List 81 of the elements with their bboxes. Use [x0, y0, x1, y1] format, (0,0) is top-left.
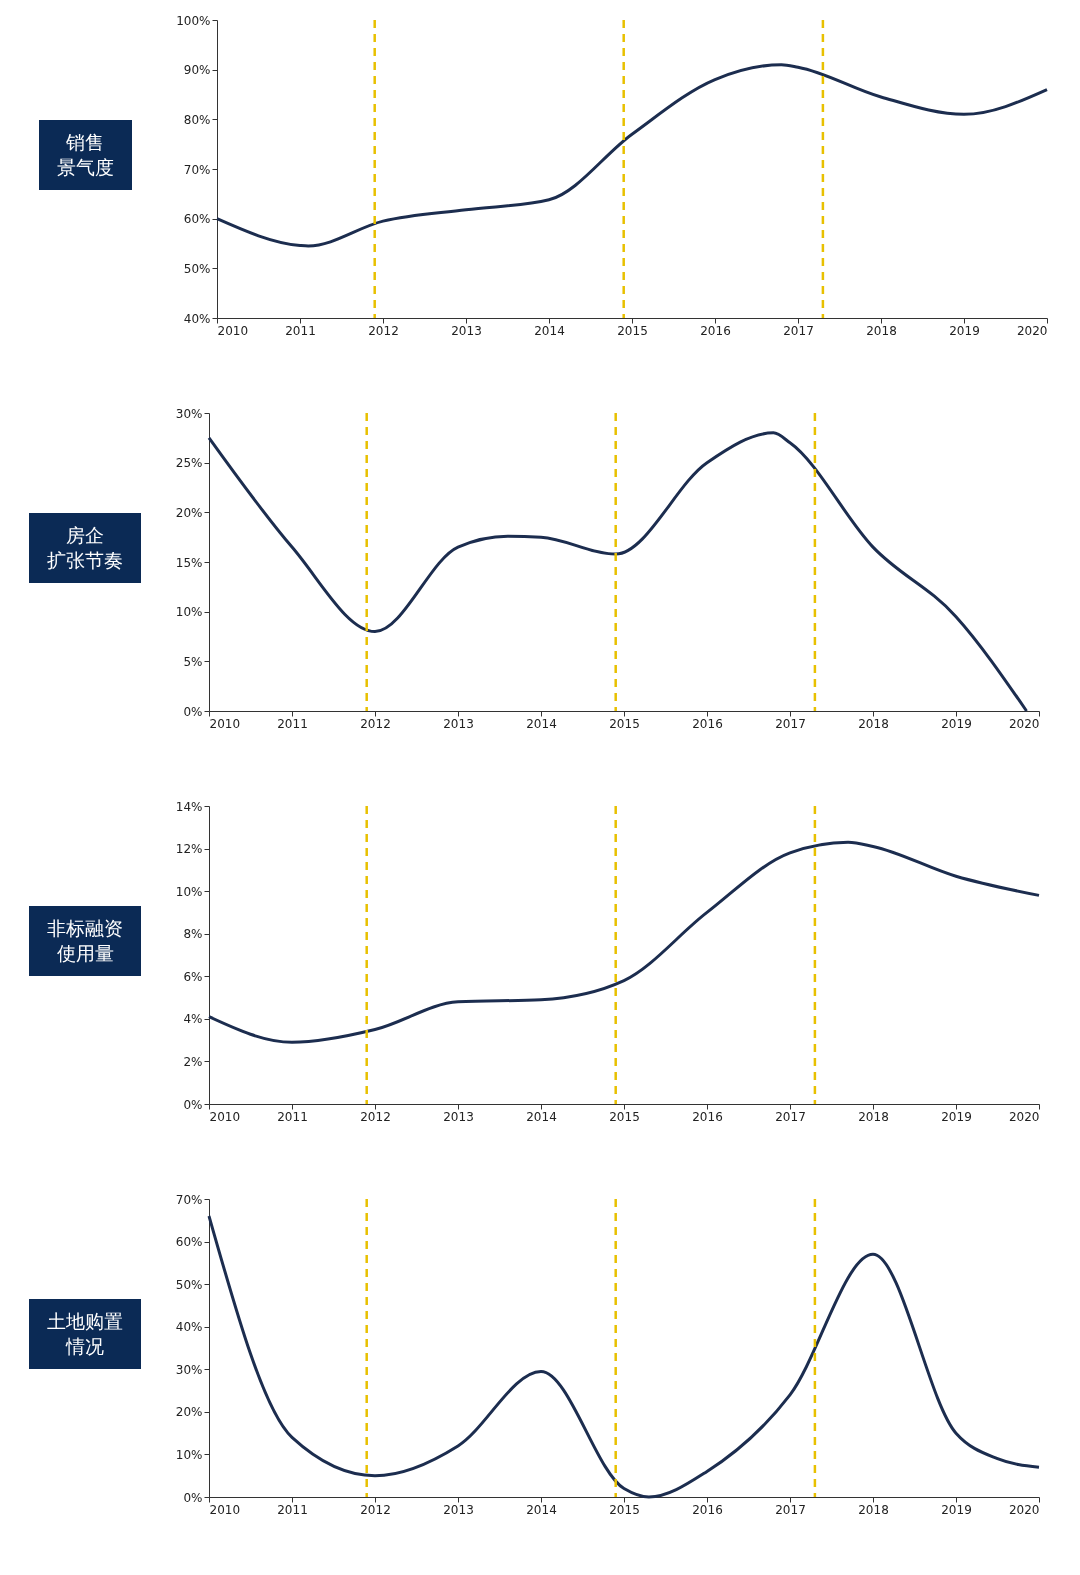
- x-tick-label: 2013: [443, 1502, 474, 1517]
- y-tick-label: 6%: [183, 969, 203, 984]
- y-tick-label: 25%: [175, 456, 203, 471]
- x-tick-label: 2015: [617, 323, 648, 338]
- x-tick-label: 2019: [941, 1502, 972, 1517]
- x-tick-label: 2013: [443, 716, 474, 731]
- x-tick-label: 2013: [451, 323, 482, 338]
- x-tick-label: 2010: [209, 716, 241, 731]
- x-tick-label: 2019: [949, 323, 980, 338]
- x-tick-label: 2019: [941, 716, 972, 731]
- y-tick-label: 80%: [183, 112, 211, 127]
- line-series: [215, 63, 1049, 248]
- x-tick-label: 2010: [209, 1109, 241, 1124]
- x-tick-label: 2017: [783, 323, 814, 338]
- y-tick-label: 0%: [183, 1490, 203, 1505]
- y-tick-label: 50%: [175, 1277, 203, 1292]
- y-tick-label: 60%: [183, 212, 211, 227]
- y-tick-label: 30%: [175, 406, 203, 421]
- x-tick-label: 2011: [277, 716, 308, 731]
- y-tick-label: 2%: [183, 1054, 203, 1069]
- x-tick-label: 2020: [1016, 323, 1048, 338]
- y-tick-label: 40%: [183, 311, 211, 326]
- x-tick-label: 2018: [866, 323, 897, 338]
- x-tick-label: 2014: [526, 1502, 557, 1517]
- y-tick-label: 100%: [176, 13, 211, 28]
- x-tick-label: 2020: [1008, 716, 1040, 731]
- y-tick-label: 4%: [183, 1012, 203, 1027]
- x-tick-label: 2011: [277, 1502, 308, 1517]
- y-axis-title: 房企扩张节奏: [29, 513, 141, 583]
- x-tick-label: 2011: [277, 1109, 308, 1124]
- x-tick-label: 2017: [775, 716, 806, 731]
- x-tick-label: 2017: [775, 1109, 806, 1124]
- y-axis-title: 销售景气度: [38, 120, 132, 190]
- y-tick-label: 30%: [175, 1362, 203, 1377]
- y-tick-label: 90%: [183, 63, 211, 78]
- x-tick-label: 2015: [609, 1502, 640, 1517]
- x-tick-label: 2014: [526, 1109, 557, 1124]
- x-tick-label: 2015: [609, 716, 640, 731]
- y-tick-label: 8%: [183, 927, 203, 942]
- x-tick-label: 2012: [360, 716, 391, 731]
- y-tick-label: 20%: [175, 505, 203, 520]
- y-tick-label: 50%: [183, 261, 211, 276]
- x-tick-label: 2016: [692, 1109, 723, 1124]
- line-series: [207, 840, 1041, 1044]
- x-tick-label: 2020: [1008, 1109, 1040, 1124]
- x-tick-label: 2013: [443, 1109, 474, 1124]
- y-tick-label: 10%: [175, 1447, 203, 1462]
- line-series: [207, 431, 1029, 713]
- y-tick-label: 12%: [175, 842, 203, 857]
- y-tick-label: 5%: [183, 654, 203, 669]
- y-tick-label: 10%: [175, 605, 203, 620]
- x-tick-label: 2014: [534, 323, 565, 338]
- y-axis-title: 土地购置情况: [29, 1299, 141, 1369]
- x-tick-label: 2012: [368, 323, 399, 338]
- y-tick-label: 70%: [183, 162, 211, 177]
- y-tick-label: 15%: [175, 555, 203, 570]
- x-tick-label: 2018: [858, 716, 889, 731]
- y-tick-label: 0%: [183, 1097, 203, 1112]
- x-tick-label: 2011: [285, 323, 316, 338]
- y-tick-label: 20%: [175, 1405, 203, 1420]
- y-tick-label: 14%: [175, 799, 203, 814]
- y-tick-label: 70%: [175, 1192, 203, 1207]
- x-tick-label: 2019: [941, 1109, 972, 1124]
- x-tick-label: 2012: [360, 1502, 391, 1517]
- x-tick-label: 2015: [609, 1109, 640, 1124]
- x-tick-label: 2017: [775, 1502, 806, 1517]
- x-tick-label: 2018: [858, 1109, 889, 1124]
- x-tick-label: 2014: [526, 716, 557, 731]
- x-tick-label: 2018: [858, 1502, 889, 1517]
- x-tick-label: 2016: [692, 1502, 723, 1517]
- x-tick-label: 2012: [360, 1109, 391, 1124]
- x-tick-label: 2010: [217, 323, 249, 338]
- y-tick-label: 0%: [183, 704, 203, 719]
- y-tick-label: 60%: [175, 1235, 203, 1250]
- x-tick-label: 2010: [209, 1502, 241, 1517]
- x-tick-label: 2016: [700, 323, 731, 338]
- x-tick-label: 2020: [1008, 1502, 1040, 1517]
- y-tick-label: 40%: [175, 1320, 203, 1335]
- y-tick-label: 10%: [175, 884, 203, 899]
- y-axis-title: 非标融资使用量: [29, 906, 141, 976]
- x-tick-label: 2016: [692, 716, 723, 731]
